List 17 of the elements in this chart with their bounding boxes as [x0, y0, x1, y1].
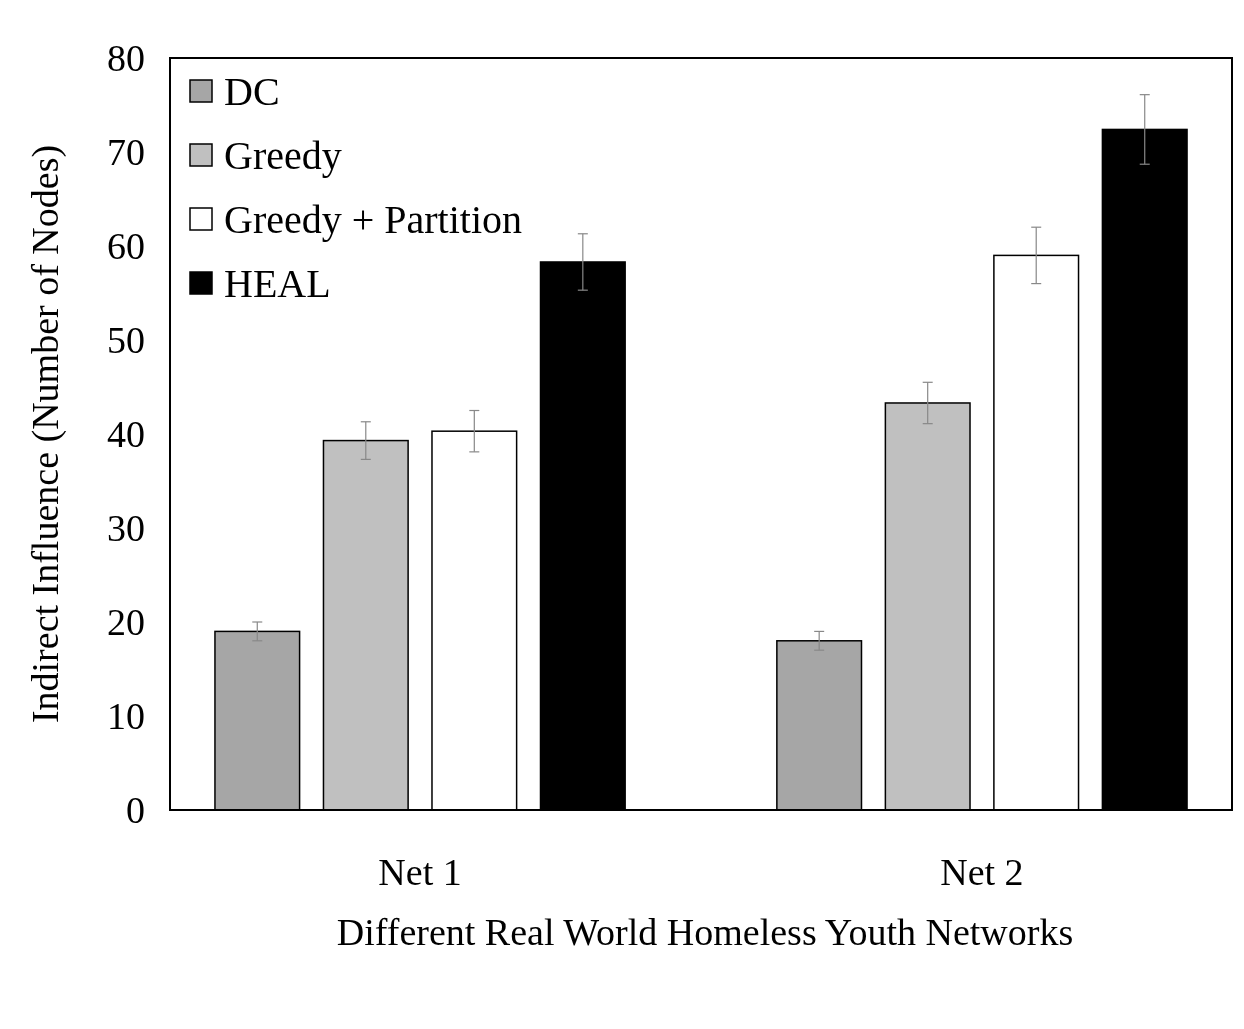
- y-tick-label: 30: [107, 507, 145, 550]
- legend-label: DC: [224, 69, 280, 114]
- legend-label: Greedy + Partition: [224, 197, 523, 242]
- legend-label: Greedy: [224, 133, 342, 178]
- y-tick-label: 70: [107, 131, 145, 174]
- x-tick-label: Net 1: [378, 851, 462, 893]
- y-tick-label: 20: [107, 601, 145, 644]
- legend-label: HEAL: [224, 261, 331, 306]
- y-tick-label: 40: [107, 413, 145, 456]
- x-axis-title: Different Real World Homeless Youth Networks: [336, 911, 1074, 953]
- y-tick-label: 0: [126, 789, 145, 832]
- y-axis-title: Indirect Influence (Number of Nodes): [24, 144, 67, 724]
- y-tick-label: 60: [107, 225, 145, 268]
- y-tick-label: 50: [107, 319, 145, 362]
- y-tick-label: 10: [107, 695, 145, 738]
- y-tick-label: 80: [107, 37, 145, 80]
- x-tick-label: Net 2: [940, 851, 1024, 893]
